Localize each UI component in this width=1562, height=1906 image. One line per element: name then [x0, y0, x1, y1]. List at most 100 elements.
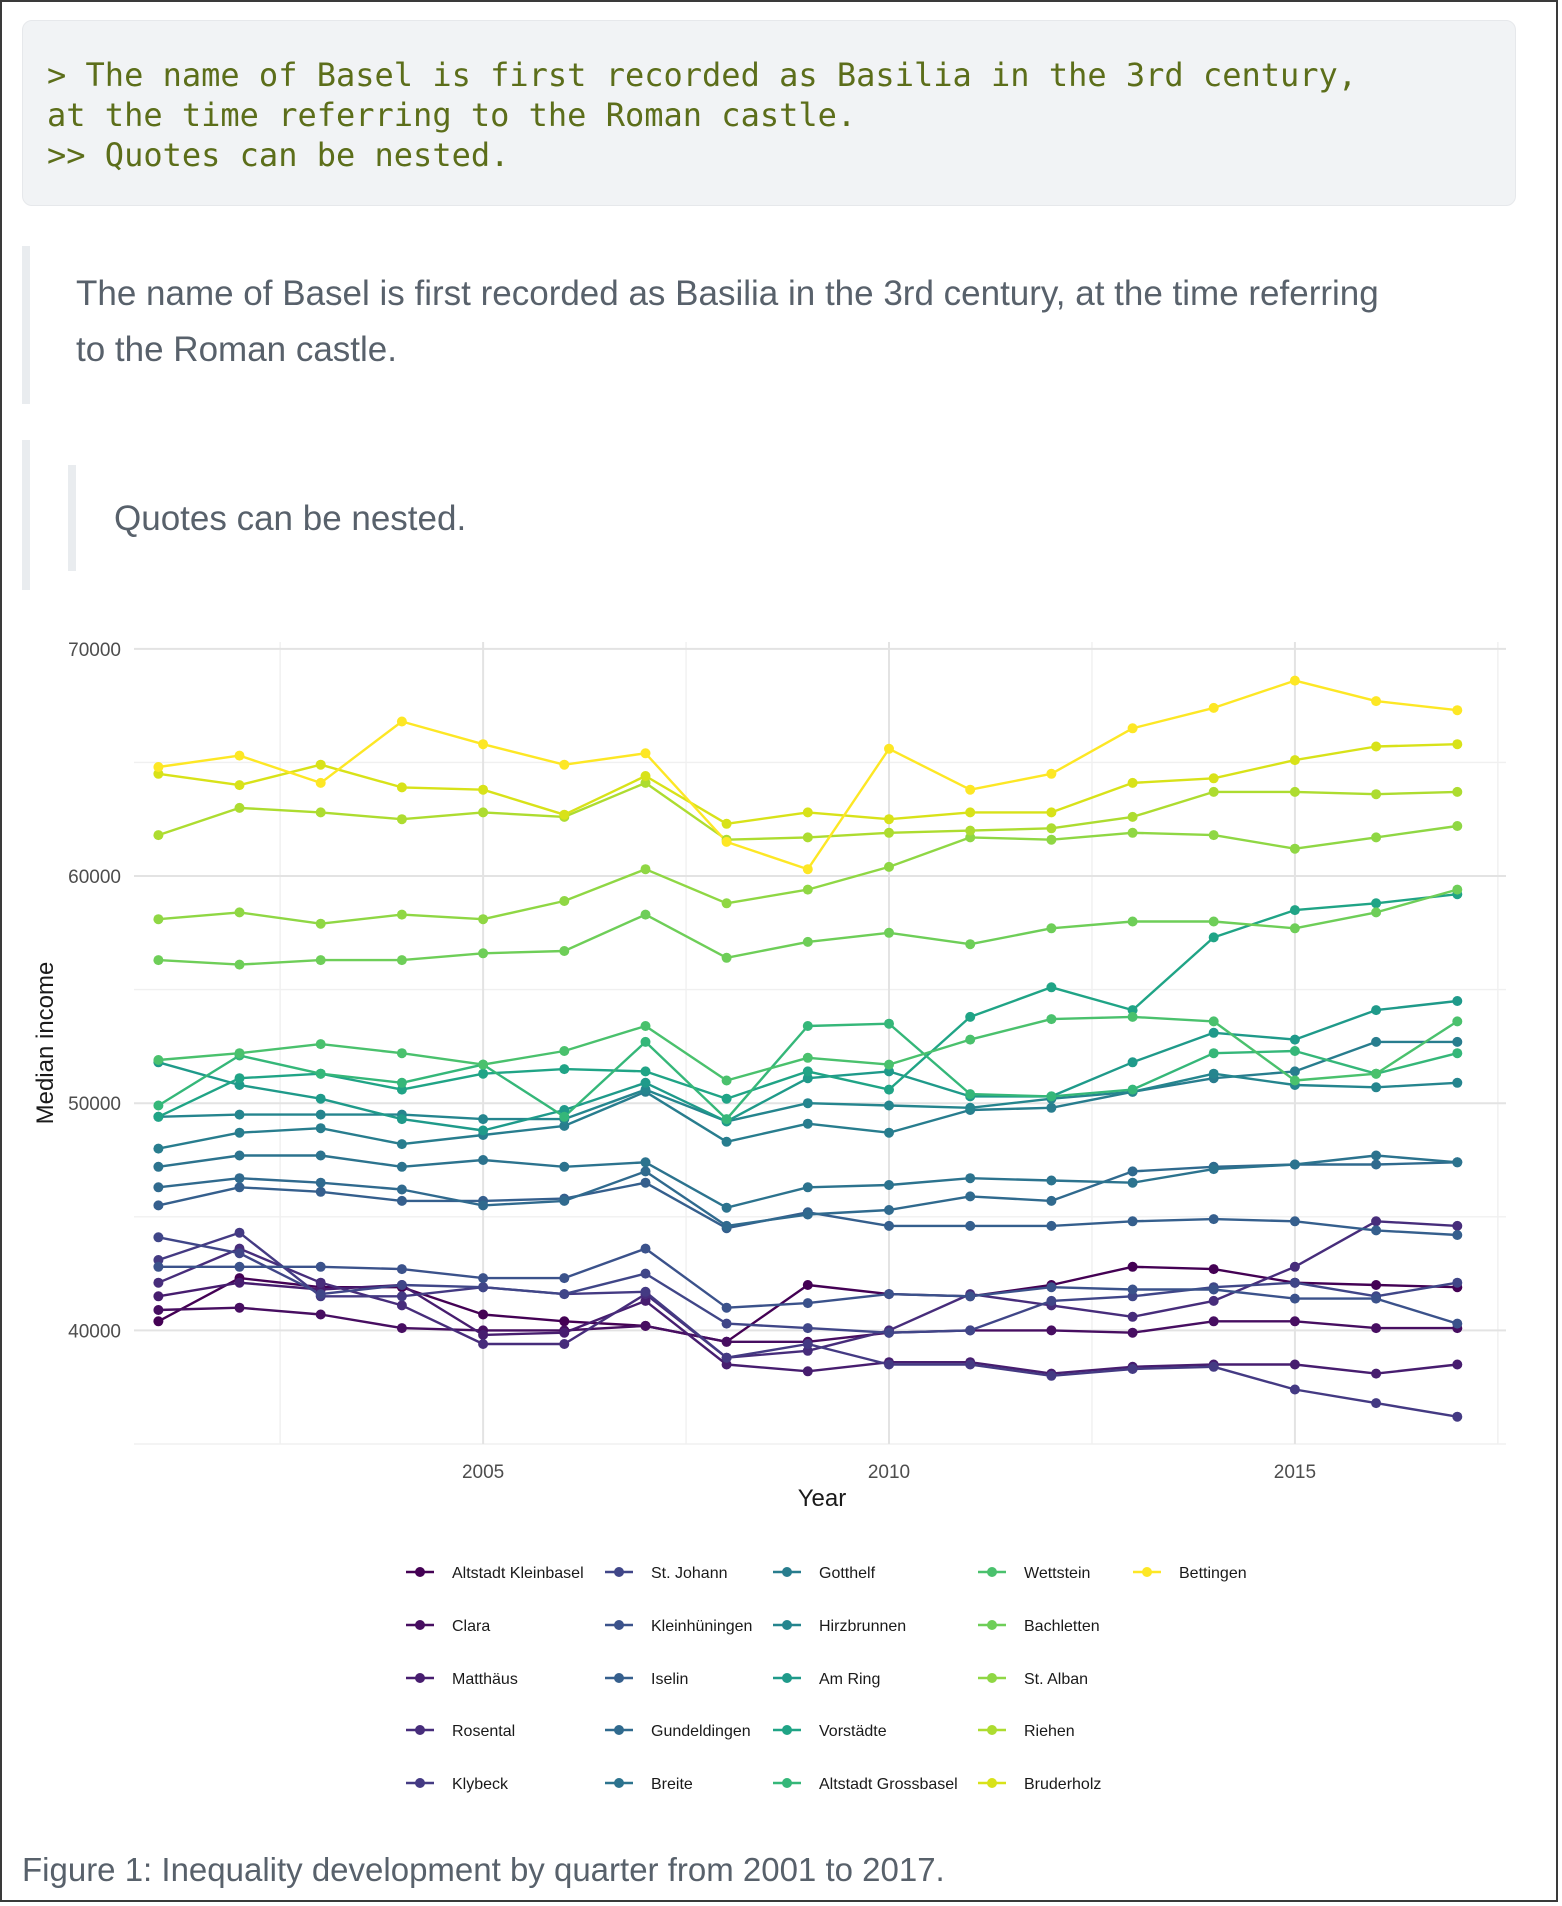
legend-label: Breite — [651, 1776, 693, 1793]
data-point — [1127, 1011, 1138, 1022]
series-line — [158, 888, 1458, 966]
data-point — [396, 1280, 407, 1290]
data-point — [478, 1114, 489, 1125]
data-point — [315, 1289, 326, 1300]
data-point — [1452, 1157, 1463, 1168]
legend-key-point — [614, 1778, 624, 1788]
data-point — [1371, 1398, 1382, 1409]
data-point — [721, 1302, 732, 1313]
data-point — [315, 1039, 326, 1050]
data-point — [153, 914, 164, 925]
data-point — [640, 748, 651, 759]
data-point — [315, 1123, 326, 1134]
data-point — [1127, 1057, 1138, 1068]
data-point — [559, 1316, 570, 1327]
data-point — [965, 1089, 976, 1100]
data-point — [1371, 741, 1382, 752]
data-point — [884, 1220, 894, 1231]
data-point — [721, 952, 732, 963]
data-point — [802, 1182, 813, 1193]
legend-key-point — [614, 1673, 624, 1683]
data-point — [1452, 996, 1463, 1006]
data-point — [1289, 1293, 1300, 1304]
data-point — [559, 1064, 570, 1075]
series-line — [158, 999, 1458, 1132]
data-point — [884, 1084, 894, 1095]
data-point — [478, 1309, 489, 1320]
data-point — [234, 1277, 245, 1288]
chart-svg: 2005 2010 2015 40000 50000 60000 70000 Year Medi… — [32, 640, 1506, 1793]
data-point — [1289, 1384, 1300, 1395]
data-point — [802, 884, 813, 895]
data-point — [396, 782, 407, 793]
data-point — [965, 807, 976, 818]
y-tick-label: 40000 — [68, 1321, 121, 1342]
data-point — [153, 1143, 164, 1154]
data-point — [1371, 696, 1382, 707]
data-point — [1289, 675, 1300, 686]
data-point — [802, 1066, 813, 1077]
data-point — [1289, 1159, 1300, 1170]
data-point — [559, 1195, 570, 1206]
data-point — [1289, 905, 1300, 916]
data-point — [1452, 1277, 1463, 1288]
data-point — [315, 807, 326, 818]
data-point — [315, 1261, 326, 1272]
legend-label: Hirzbrunnen — [819, 1618, 906, 1635]
data-point — [1127, 777, 1138, 788]
data-point — [1289, 1277, 1300, 1288]
legend-label: Wettstein — [1024, 1565, 1090, 1582]
data-point — [153, 1261, 164, 1272]
data-point — [559, 1111, 570, 1122]
data-point — [965, 1173, 976, 1184]
data-point — [1046, 923, 1057, 934]
data-point — [1452, 1359, 1463, 1370]
legend-label: Vorstädte — [819, 1723, 887, 1740]
data-point — [1046, 807, 1057, 818]
data-point — [153, 1305, 164, 1315]
data-point — [396, 1048, 407, 1059]
data-point — [640, 1157, 651, 1168]
legend-key-point — [415, 1673, 425, 1683]
data-point — [1208, 1214, 1219, 1225]
data-point — [1371, 1005, 1382, 1016]
data-point — [721, 1220, 732, 1231]
data-point — [315, 1186, 326, 1197]
data-point — [1127, 1327, 1138, 1338]
legend-label: Bachletten — [1024, 1618, 1100, 1635]
data-point — [315, 918, 326, 929]
data-point — [396, 1300, 407, 1311]
data-point — [153, 830, 164, 841]
data-point — [478, 1059, 489, 1070]
data-point — [965, 825, 976, 836]
x-axis-title: Year — [798, 1485, 847, 1512]
data-point — [1452, 1036, 1463, 1047]
data-point — [965, 939, 976, 950]
y-tick-label: 70000 — [68, 640, 121, 661]
data-point — [884, 814, 894, 825]
data-point — [965, 1034, 976, 1045]
data-point — [884, 1127, 894, 1138]
data-point — [1208, 1016, 1219, 1027]
nested-quote-text: Quotes can be nested. — [114, 499, 467, 538]
data-point — [478, 948, 489, 959]
data-point — [1046, 1102, 1057, 1113]
data-point — [153, 1200, 164, 1211]
data-point — [640, 1166, 651, 1177]
data-point — [1452, 1318, 1463, 1329]
data-point — [478, 1200, 489, 1211]
code-line: >> Quotes can be nested. — [47, 136, 510, 174]
data-point — [153, 1291, 164, 1302]
data-point — [1371, 1216, 1382, 1227]
data-point — [965, 1220, 976, 1231]
legend-label: St. Johann — [651, 1565, 728, 1582]
data-point — [1127, 1364, 1138, 1374]
series-line — [158, 1154, 1458, 1209]
data-point — [396, 814, 407, 825]
data-point — [1289, 1034, 1300, 1045]
data-point — [884, 1327, 894, 1338]
data-point — [1127, 811, 1138, 822]
data-point — [965, 1191, 976, 1202]
data-point — [1452, 884, 1463, 895]
blockquote-outer: Quotes can be nested. — [22, 440, 1516, 590]
